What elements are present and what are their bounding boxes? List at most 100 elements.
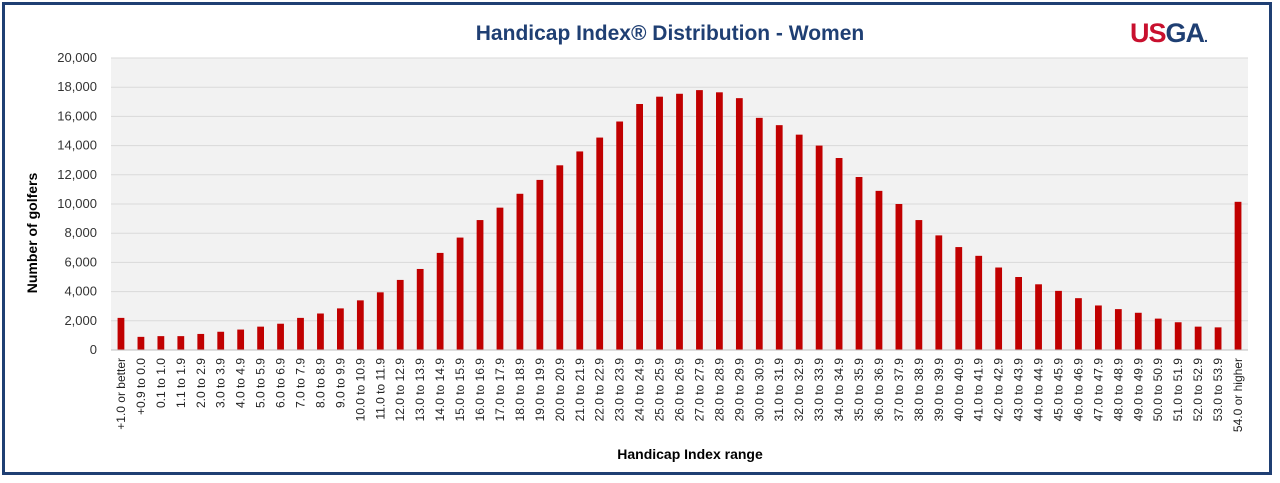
bar [456, 237, 464, 350]
bar [955, 247, 963, 350]
y-tick-label: 20,000 [57, 50, 97, 65]
x-tick-label: 31.0 to 31.9 [772, 358, 786, 422]
x-tick-label: 14.0 to 14.9 [433, 358, 447, 422]
bar [476, 220, 484, 350]
bar [556, 165, 564, 350]
x-tick-label: 4.0 to 4.9 [234, 358, 248, 408]
bar [237, 329, 245, 350]
x-tick-label: 15.0 to 15.9 [453, 358, 467, 422]
bar [895, 204, 903, 350]
chart-title: Handicap Index® Distribution - Women [475, 22, 865, 45]
x-tick-label: 40.0 to 40.9 [952, 358, 966, 422]
x-tick-label: 29.0 to 29.9 [732, 358, 746, 422]
bar [297, 317, 304, 350]
bar [376, 292, 384, 350]
y-tick-label: 2,000 [64, 313, 97, 328]
y-tick-label: 16,000 [57, 108, 97, 123]
x-tick-label: 19.0 to 19.9 [533, 358, 547, 422]
x-tick-label: 42.0 to 42.9 [992, 358, 1006, 422]
bar [1194, 326, 1202, 350]
x-tick-label: 1.1 to 1.9 [174, 358, 188, 408]
x-tick-label: +0.9 to 0.0 [134, 358, 148, 415]
bar [735, 98, 743, 351]
x-tick-label: 38.0 to 38.9 [912, 358, 926, 422]
x-tick-label: 54.0 or higher [1231, 358, 1245, 432]
bar [416, 268, 424, 350]
bar [616, 121, 624, 350]
x-tick-label: 0.1 to 1.0 [154, 358, 168, 408]
x-tick-label: 21.0 to 21.9 [573, 358, 587, 422]
bar [356, 300, 364, 350]
x-tick-label: 16.0 to 16.9 [473, 358, 487, 422]
bar [636, 103, 643, 351]
x-tick-label: 17.0 to 17.9 [493, 358, 507, 422]
x-tick-label: 44.0 to 44.9 [1032, 358, 1046, 422]
x-tick-label: 46.0 to 46.9 [1071, 358, 1085, 422]
y-tick-label: 18,000 [57, 79, 97, 94]
bar [396, 279, 404, 350]
x-tick-label: 35.0 to 35.9 [852, 358, 866, 422]
bar [716, 92, 723, 350]
bar [835, 158, 843, 350]
bar [1214, 327, 1222, 350]
bar [1015, 277, 1022, 350]
x-tick-label: 37.0 to 37.9 [892, 358, 906, 422]
x-axis-label: Handicap Index range [617, 446, 763, 462]
y-tick-label: 8,000 [64, 225, 97, 240]
y-tick-label: 6,000 [64, 254, 97, 269]
x-tick-label: 10.0 to 10.9 [353, 358, 367, 422]
x-tick-label: 11.0 to 11.9 [373, 358, 387, 420]
bar [1095, 305, 1102, 350]
x-tick-label: 26.0 to 26.9 [673, 358, 687, 422]
bar [277, 323, 284, 350]
x-tick-label: 30.0 to 30.9 [752, 358, 766, 422]
y-tick-label: 0 [90, 342, 97, 357]
x-tick-label: 20.0 to 20.9 [553, 358, 567, 422]
bar [257, 326, 264, 350]
bar [935, 235, 943, 350]
x-tick-label: 41.0 to 41.9 [972, 358, 986, 422]
bar [855, 176, 863, 350]
bar [795, 134, 803, 350]
x-tick-label: 9.0 to 9.9 [333, 358, 347, 408]
x-tick-label: 32.0 to 32.9 [792, 358, 806, 422]
bar [1075, 298, 1082, 350]
x-tick-label: 33.0 to 33.9 [812, 358, 826, 422]
x-tick-label: 27.0 to 27.9 [692, 358, 706, 422]
bar [117, 317, 125, 350]
bar [915, 220, 923, 350]
bar [576, 151, 584, 350]
y-tick-label: 10,000 [57, 196, 97, 211]
bar [536, 179, 544, 350]
bar [137, 336, 145, 350]
bar [1114, 309, 1122, 350]
x-tick-label: 18.0 to 18.9 [513, 358, 527, 422]
x-tick-label: 52.0 to 52.9 [1191, 358, 1205, 422]
bar [496, 207, 504, 350]
x-tick-label: 45.0 to 45.9 [1052, 358, 1066, 422]
bar [1035, 284, 1042, 350]
usga-logo: USGA. [1130, 18, 1208, 48]
bar [775, 125, 783, 350]
bar [436, 252, 444, 350]
x-tick-label: 34.0 to 34.9 [832, 358, 846, 422]
y-tick-label: 14,000 [57, 138, 97, 153]
bar [995, 267, 1003, 350]
x-tick-label: 48.0 to 48.9 [1111, 358, 1125, 422]
x-tick-label: 36.0 to 36.9 [872, 358, 886, 422]
bar [1154, 318, 1162, 350]
x-tick-label: 5.0 to 5.9 [254, 358, 268, 408]
bar [875, 190, 883, 350]
bar [197, 333, 205, 350]
bar [596, 137, 604, 350]
x-tick-label: 2.0 to 2.9 [194, 358, 208, 408]
bar [1134, 312, 1142, 350]
bar [337, 308, 344, 350]
x-tick-label: +1.0 or better [114, 358, 128, 430]
x-tick-label: 22.0 to 22.9 [593, 358, 607, 422]
x-tick-label: 53.0 to 53.9 [1211, 358, 1225, 422]
x-tick-label: 3.0 to 3.9 [214, 358, 228, 408]
y-tick-label: 12,000 [57, 167, 97, 182]
x-tick-label: 12.0 to 12.9 [393, 358, 407, 422]
